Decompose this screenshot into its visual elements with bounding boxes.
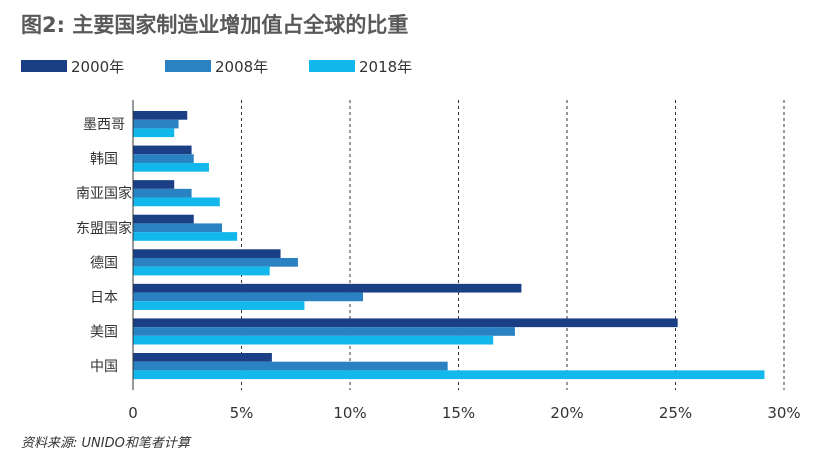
bar-0-2 <box>133 128 175 138</box>
legend-swatch-2018 <box>309 60 355 72</box>
legend-label-2000: 2000年 <box>71 57 125 76</box>
bar-2-2 <box>133 197 220 207</box>
bar-0-1 <box>133 119 179 129</box>
legend-label-2008: 2008年 <box>215 57 269 76</box>
legend-item-2008: 2008年 <box>165 56 309 77</box>
bar-1-2 <box>133 162 209 172</box>
bar-2-0 <box>133 180 175 189</box>
legend-label-2018: 2018年 <box>359 57 413 76</box>
bar-5-2 <box>133 301 305 310</box>
legend-swatch-2008 <box>165 60 211 72</box>
bar-7-0 <box>133 352 272 362</box>
x-tick-label-2: 10% <box>333 404 366 422</box>
source-note: 资料来源: UNIDO和笔者计算 <box>21 436 190 451</box>
legend-item-2000: 2000年 <box>21 56 165 77</box>
legend-item-2018: 2018年 <box>309 56 412 77</box>
bar-3-1 <box>133 223 222 233</box>
x-tick-label-3: 15% <box>442 404 475 422</box>
bar-7-2 <box>133 370 765 380</box>
category-label-1: 韩国 <box>90 152 118 168</box>
x-tick-label-1: 5% <box>230 404 254 422</box>
bar-6-0 <box>133 318 678 328</box>
bar-7-1 <box>133 361 448 371</box>
x-tick-label-6: 30% <box>767 404 800 422</box>
x-tick-label-5: 25% <box>659 404 692 422</box>
grid-lines <box>241 100 785 390</box>
x-tick-label-4: 20% <box>550 404 583 422</box>
category-label-0: 墨西哥 <box>83 117 125 133</box>
bar-5-0 <box>133 283 522 293</box>
chart-title: 图2: 主要国家制造业增加值占全球的比重 <box>21 13 409 37</box>
category-label-5: 日本 <box>90 290 118 306</box>
bar-5-1 <box>133 292 364 302</box>
category-label-6: 美国 <box>90 324 118 340</box>
bar-2-1 <box>133 188 192 198</box>
category-label-2: 南亚国家 <box>76 185 132 202</box>
bar-3-2 <box>133 232 238 241</box>
category-label-4: 德国 <box>90 255 118 271</box>
bar-1-1 <box>133 154 194 163</box>
bar-1-0 <box>133 145 192 155</box>
bars <box>133 111 765 380</box>
bar-0-0 <box>133 111 188 120</box>
bar-3-0 <box>133 214 194 224</box>
legend-swatch-2000 <box>21 60 67 72</box>
chart-legend: 2000年 2008年 2018年 <box>21 54 412 78</box>
bar-6-2 <box>133 335 494 345</box>
bar-4-0 <box>133 249 281 258</box>
bar-4-1 <box>133 257 298 267</box>
category-label-7: 中国 <box>90 359 118 375</box>
category-label-3: 东盟国家 <box>76 220 132 237</box>
bar-6-1 <box>133 327 515 336</box>
x-tick-label-0: 0 <box>128 404 138 422</box>
bar-4-2 <box>133 266 270 276</box>
